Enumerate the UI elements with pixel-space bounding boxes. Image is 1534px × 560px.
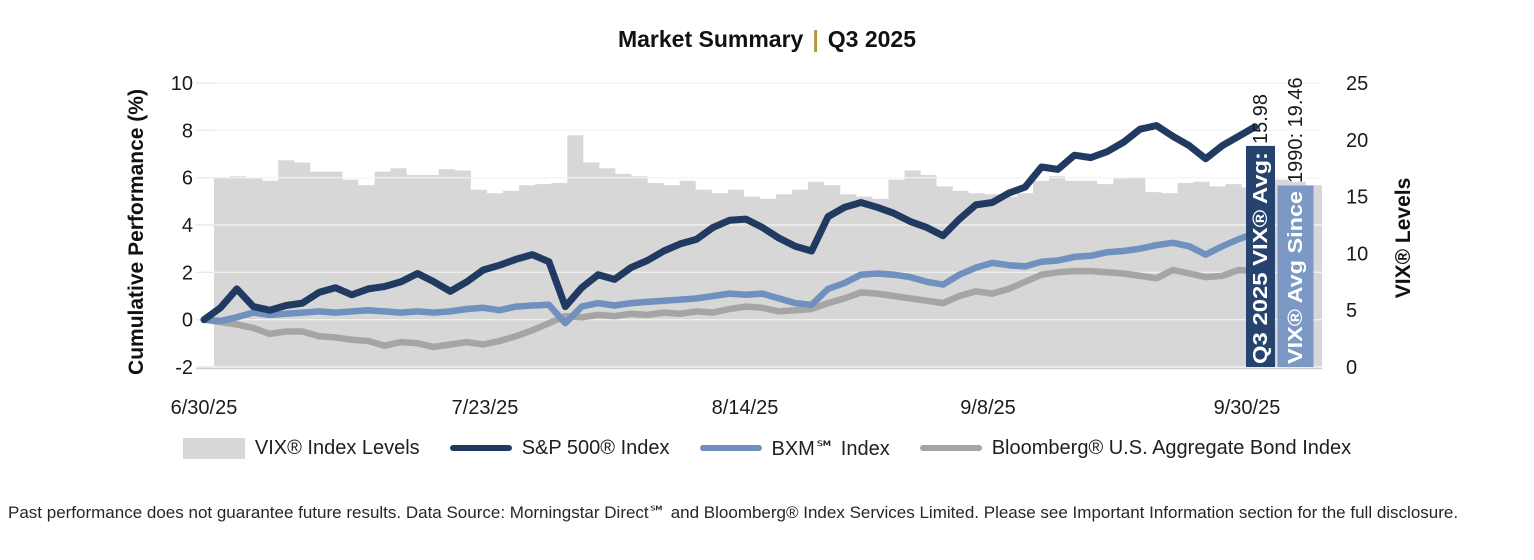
bloomberg-us-aggregate-bond-index-line <box>200 266 1259 351</box>
left-axis-tick: 8 <box>182 120 193 142</box>
legend-item-sp500: S&P 500® Index <box>449 436 670 460</box>
x-axis-tick: 8/14/25 <box>712 397 779 419</box>
x-axis-tick: 9/30/25 <box>1214 397 1281 419</box>
vix-avg-since-1990-bar <box>1277 185 1314 367</box>
disclosure-text: Past performance does not guarantee futu… <box>8 503 1459 522</box>
bxm-line-swatch <box>699 444 762 452</box>
left-axis-tick: -2 <box>175 357 193 379</box>
legend-label-agg-bond: Bloomberg® U.S. Aggregate Bond Index <box>991 436 1352 459</box>
legend-item-agg-bond: Bloomberg® U.S. Aggregate Bond Index <box>919 436 1352 460</box>
q3-vix-avg-label: Q3 2025 VIX® Avg:15.98 <box>1250 94 1272 364</box>
left-axis-tick: 0 <box>182 310 193 332</box>
title-text: Market Summary <box>617 26 804 52</box>
left-axis-tick: 2 <box>182 262 193 284</box>
right-axis-tick: 15 <box>1346 187 1368 209</box>
x-axis-tick: 7/23/25 <box>452 397 519 419</box>
right-axis-tick: 5 <box>1346 300 1357 322</box>
bxm-index-line <box>200 230 1259 327</box>
vix-avg-since-1990-label: VIX® Avg Since1990: 19.46 <box>1285 77 1307 364</box>
legend-label-bxm: BXM℠ Index <box>771 437 890 460</box>
sp500-index-line <box>200 122 1259 324</box>
x-axis-tick: 6/30/25 <box>171 397 238 419</box>
x-axis-tick: 9/8/25 <box>960 397 1016 419</box>
left-axis-tick: 10 <box>171 73 193 95</box>
left-axis-tick: 6 <box>182 168 193 190</box>
agg-bond-line-swatch <box>919 444 982 452</box>
left-axis-tick: 4 <box>182 215 193 237</box>
vix-area-swatch <box>182 437 245 459</box>
vix-avg-annotation-labels: Q3 2025 VIX® Avg:15.98 VIX® Avg Since199… <box>1250 77 1307 364</box>
title-separator: | <box>812 26 819 52</box>
vix-area <box>214 135 1322 367</box>
sp500-line-swatch <box>449 444 512 452</box>
page-title: Market Summary | Q3 2025 <box>0 26 1534 53</box>
chart-legend: VIX® Index Levels S&P 500® Index BXM℠ In… <box>0 430 1534 466</box>
legend-label-vix: VIX® Index Levels <box>254 436 420 459</box>
legend-item-vix: VIX® Index Levels <box>182 436 420 460</box>
legend-item-bxm: BXM℠ Index <box>699 436 890 461</box>
right-axis-tick: 0 <box>1346 357 1357 379</box>
right-axis-tick: 10 <box>1346 243 1368 265</box>
right-axis-tick: 25 <box>1346 73 1368 95</box>
right-axis-tick: 20 <box>1346 130 1368 152</box>
q3-vix-avg-bar <box>1246 145 1275 367</box>
legend-label-sp500: S&P 500® Index <box>521 436 670 459</box>
title-period: Q3 2025 <box>827 26 917 52</box>
